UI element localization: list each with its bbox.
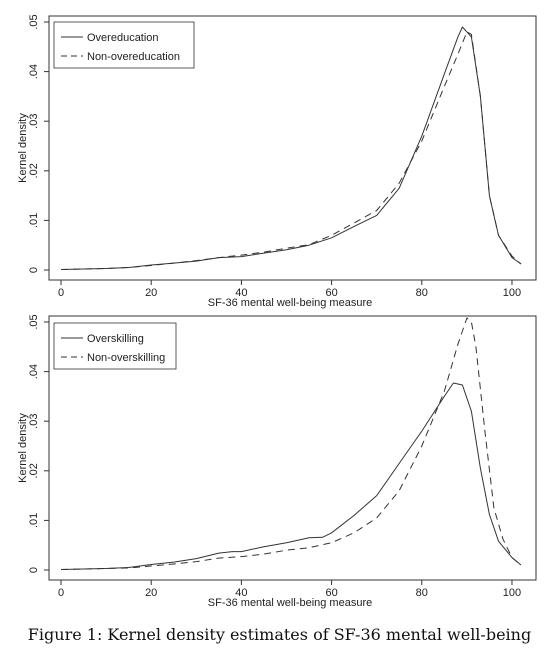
x-tick-label: 80 [416, 287, 428, 299]
legend: Overeducation Non-overeducation [53, 21, 195, 69]
y-tick-label: .03 [28, 414, 40, 429]
x-tick-label: 20 [145, 287, 157, 299]
y-axis-label: Kernel density [17, 113, 29, 183]
legend-label-overeducation: Overeducation [87, 32, 159, 44]
figure-caption: Figure 1: Kernel density estimates of SF… [27, 625, 532, 644]
x-tick-label: 20 [145, 587, 157, 599]
legend-label-non-overskilling: Non-overskilling [87, 352, 165, 364]
legend-box [53, 21, 195, 69]
x-tick-label: 40 [235, 287, 247, 299]
x-axis-label: SF-36 mental well-being measure [208, 597, 372, 609]
x-tick-label: 80 [416, 587, 428, 599]
legend-label-non-overeducation: Non-overeducation [87, 51, 180, 63]
legend: Overskilling Non-overskilling [53, 322, 177, 370]
x-tick-label: 0 [58, 287, 64, 299]
series-line-1 [60, 317, 522, 570]
overeducation-density-chart: Kernel density SF-36 mental well-being m… [17, 14, 537, 309]
y-tick-label: .02 [28, 163, 40, 178]
density-curves [60, 317, 522, 570]
y-tick-label: 0 [28, 267, 40, 273]
y-tick-label: .01 [28, 213, 40, 228]
y-tick-label: .05 [28, 14, 40, 29]
plot-frame [48, 15, 537, 281]
x-tick-label: 40 [235, 587, 247, 599]
legend-box [53, 322, 177, 370]
x-axis-label: SF-36 mental well-being measure [208, 297, 372, 309]
y-tick-label: .03 [28, 114, 40, 129]
x-tick-label: 60 [325, 287, 337, 299]
x-tick-label: 100 [503, 287, 521, 299]
density-curves [60, 26, 522, 270]
x-tick-label: 0 [58, 587, 64, 599]
y-tick-label: .02 [28, 463, 40, 478]
y-tick-label: 0 [28, 567, 40, 573]
y-tick-label: .04 [28, 364, 40, 379]
y-tick-label: .01 [28, 513, 40, 528]
axis-ticks: 0 20 40 60 80 100 0 .01 .02 .03 .04 .05 [28, 314, 521, 599]
y-tick-label: .05 [28, 314, 40, 329]
series-line-0 [60, 382, 522, 570]
y-axis-label: Kernel density [17, 413, 29, 483]
legend-label-overskilling: Overskilling [87, 333, 144, 345]
overskilling-density-chart: Kernel density SF-36 mental well-being m… [17, 314, 537, 609]
x-tick-label: 60 [325, 587, 337, 599]
plot-frame [48, 315, 537, 581]
x-tick-label: 100 [503, 587, 521, 599]
y-tick-label: .04 [28, 64, 40, 79]
series-line-0 [60, 26, 522, 270]
axis-ticks: 0 20 40 60 80 100 0 .01 .02 .03 .04 .05 [28, 14, 521, 299]
